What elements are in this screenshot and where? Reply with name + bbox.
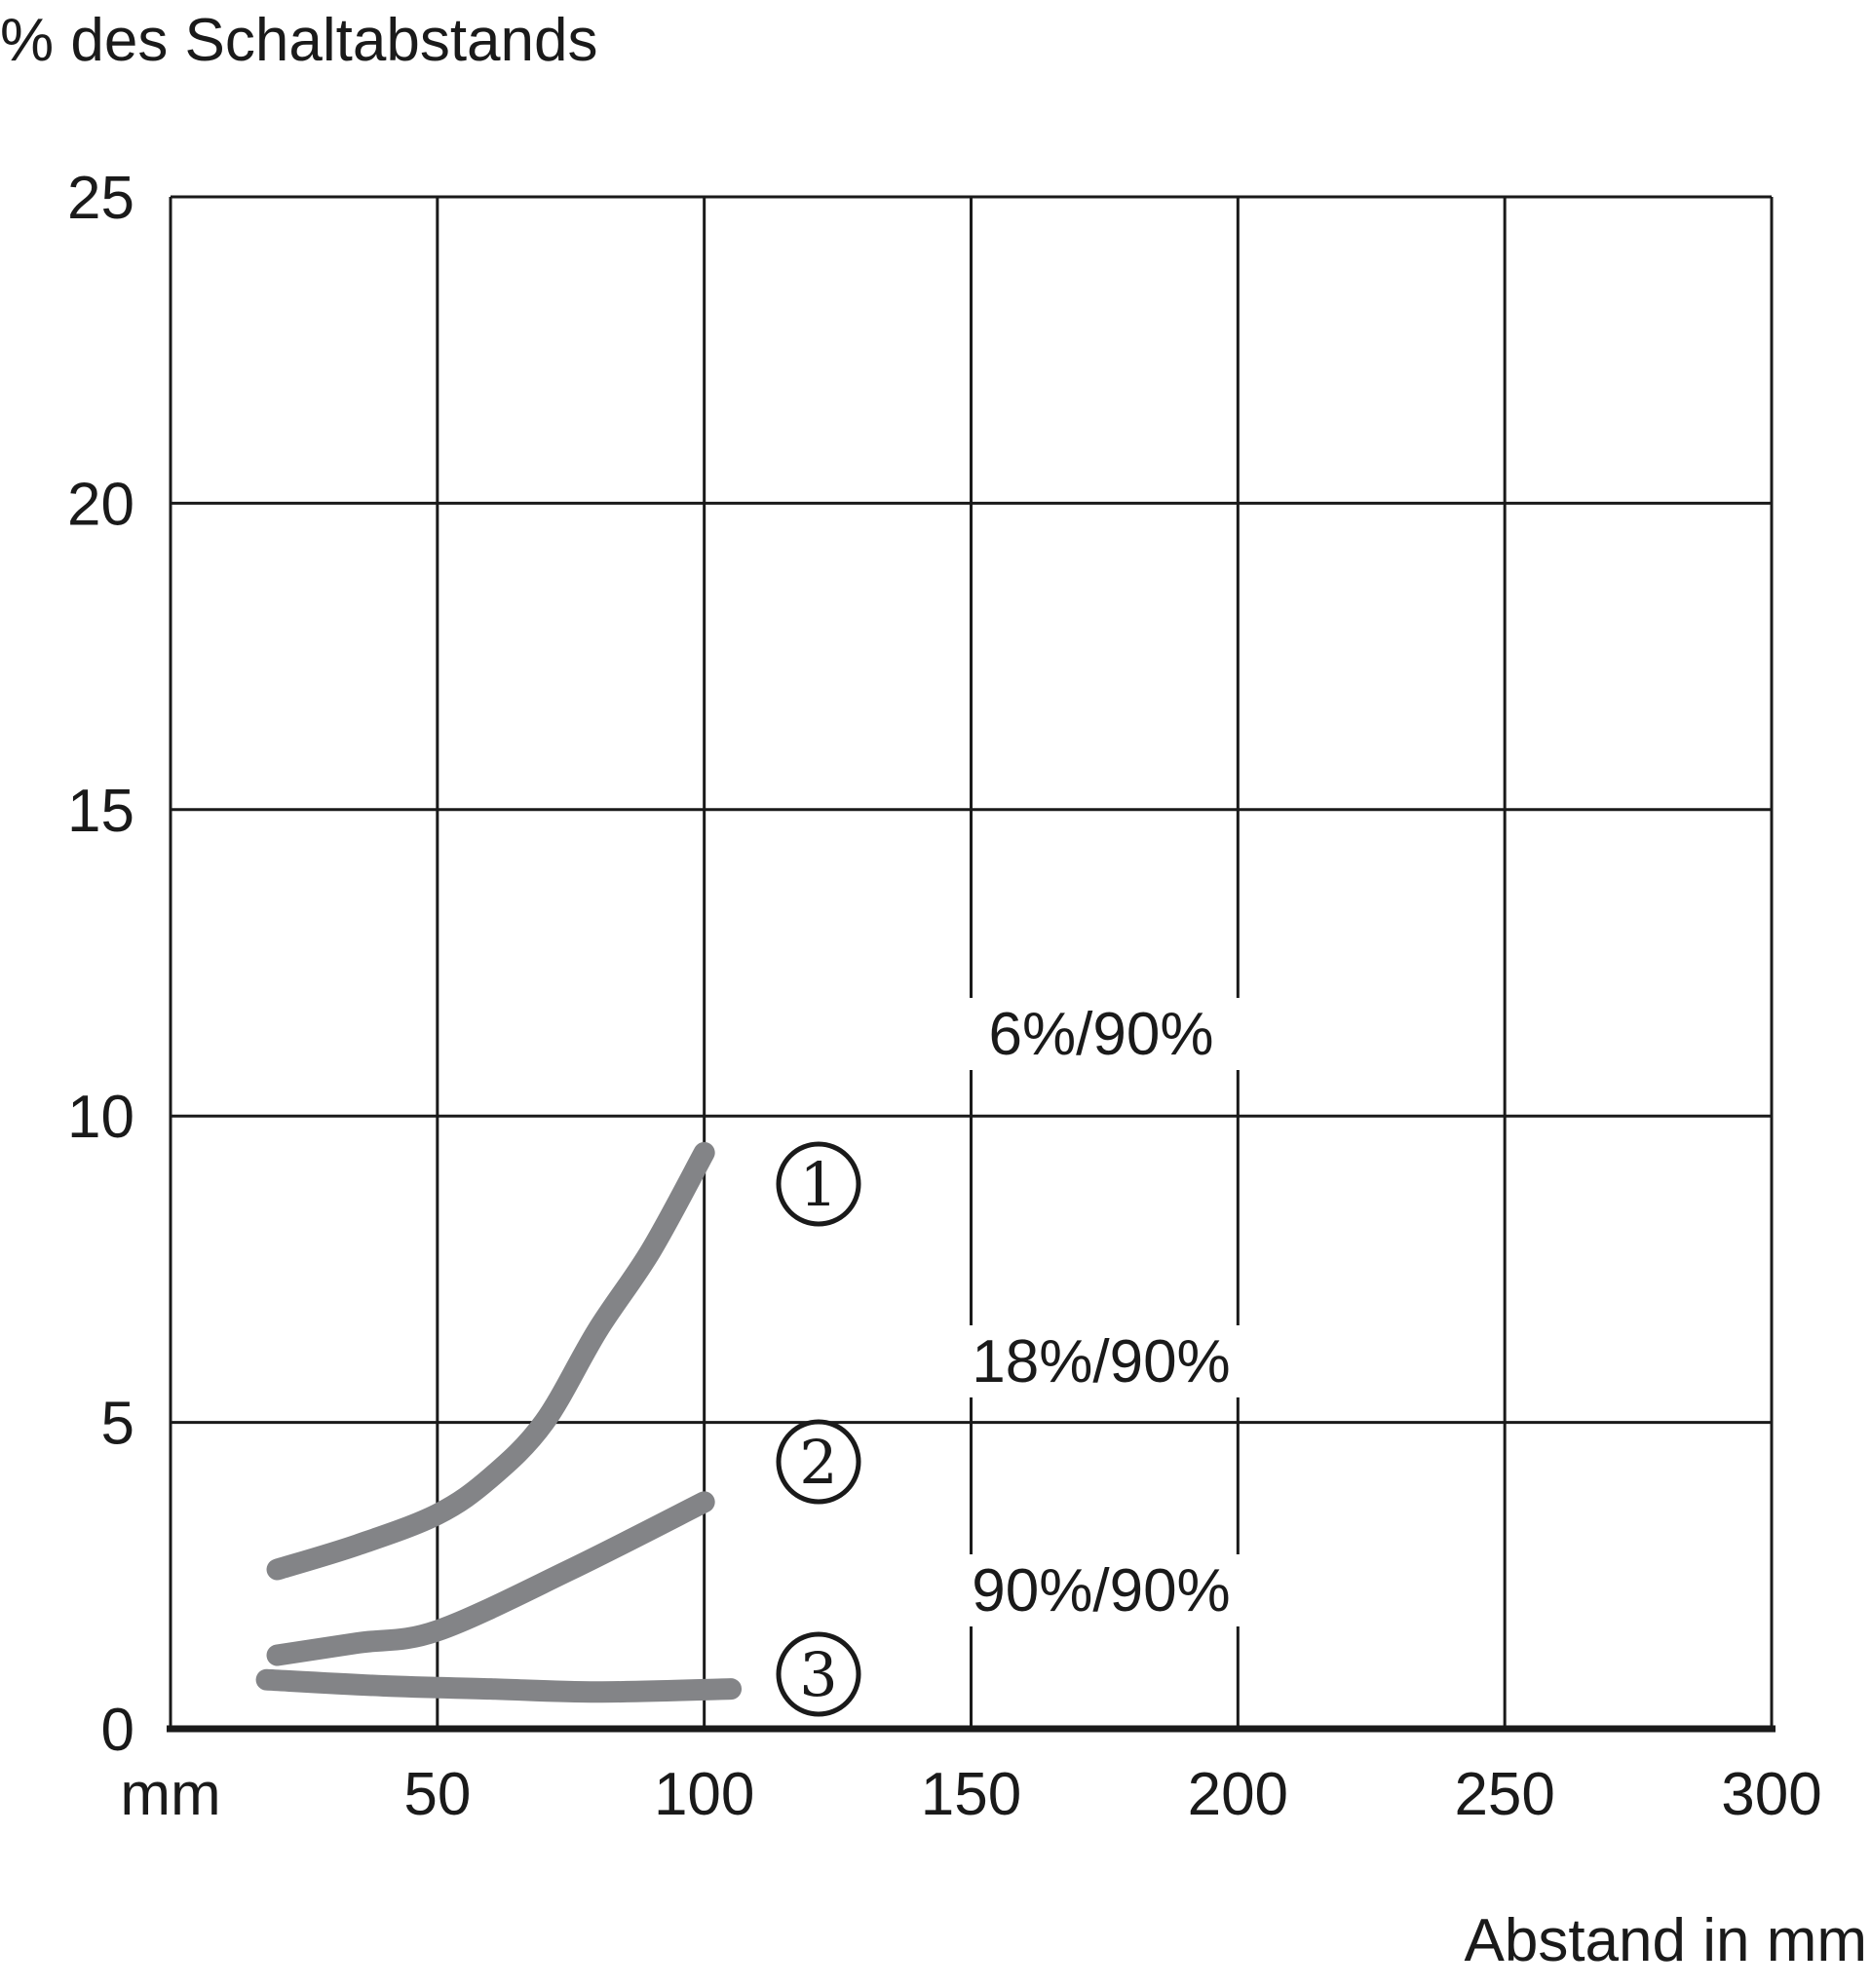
series-marker-circle [776,1419,861,1505]
series-marker-number: 2 [799,1427,837,1498]
x-tick-label: 150 [921,1761,1021,1828]
x-tick-label: 50 [403,1761,471,1828]
series-line-2 [266,1491,715,1666]
series-label: 6%/90% [989,1001,1214,1068]
series-label-backdrop [962,1325,1241,1397]
y-tick-label: 25 [67,165,134,232]
grid [167,195,1776,1733]
x-tick-label: 300 [1721,1761,1821,1828]
series-labels: 6%/90% 1 18%/90% 2 90%/90% 3 [776,998,1241,1717]
x-tick-label: 250 [1454,1761,1554,1828]
series-group [255,1141,743,1703]
series-marker-circle [776,1631,861,1717]
series-line-3 [255,1668,743,1703]
y-tick-label: 15 [67,778,134,845]
series-label: 18%/90% [972,1328,1230,1395]
x-tick-label: 100 [654,1761,754,1828]
x-tick-labels: 50 100 150 200 250 300 [403,1761,1821,1828]
series-marker-number: 1 [799,1149,837,1220]
x-unit-label: mm [120,1761,220,1828]
series-line-1 [266,1141,715,1581]
y-tick-label: 20 [67,471,134,538]
series-label: 90%/90% [972,1557,1230,1625]
x-tick-label: 200 [1188,1761,1288,1828]
series-label-backdrop [962,998,1241,1070]
series-marker-number: 3 [799,1639,837,1710]
y-tick-label: 10 [67,1084,134,1151]
y-axis-title: % des Schaltabstands [0,7,598,74]
x-axis-title: Abstand in mm [1464,1907,1867,1974]
series-label-backdrop [962,1554,1241,1626]
series-marker-circle [776,1141,861,1227]
y-tick-label: 5 [101,1391,134,1458]
y-tick-label: 0 [101,1697,134,1764]
y-tick-labels: 0 5 10 15 20 25 [67,165,134,1764]
